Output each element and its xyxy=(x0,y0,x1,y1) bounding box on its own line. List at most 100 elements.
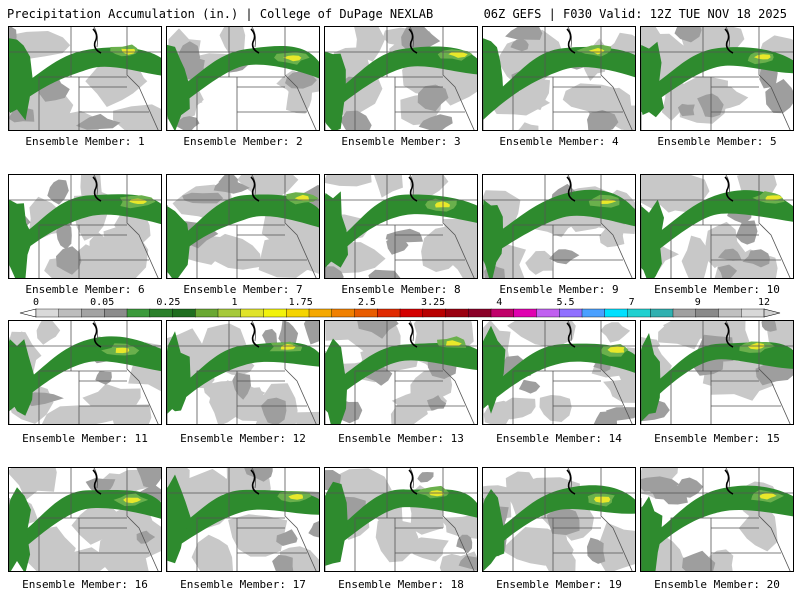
precip-map xyxy=(167,468,319,571)
precip-colorbar: 0 0.05 0.25 1 1.75 2.5 3.25 4 5.5 7 9 12 xyxy=(19,297,781,318)
ensemble-map-panel xyxy=(166,320,320,425)
precip-band xyxy=(483,46,635,121)
colorbar-segment xyxy=(422,308,447,318)
colorbar-segment xyxy=(399,308,424,318)
precip-band xyxy=(641,485,793,561)
precip-area-moderate xyxy=(717,264,738,278)
precip-max-core xyxy=(759,492,777,500)
precip-area-light xyxy=(646,175,707,213)
colorbar-tick-label: 9 xyxy=(695,297,701,308)
colorbar-segment xyxy=(718,308,742,318)
colorbar-tick-label: 0.25 xyxy=(156,297,180,308)
precip-area-coast xyxy=(483,38,504,112)
river-line xyxy=(566,176,576,202)
ensemble-member-label: Ensemble Member: 17 xyxy=(180,578,306,591)
colorbar-segment xyxy=(559,308,583,318)
precip-area-light xyxy=(539,395,572,422)
ensemble-map-panel xyxy=(8,320,162,425)
precip-max-core xyxy=(283,55,302,62)
ensemble-map-panel xyxy=(640,174,794,279)
colorbar-segment xyxy=(126,308,151,318)
ensemble-member-label: Ensemble Member: 14 xyxy=(496,432,622,445)
precip-area-moderate xyxy=(761,321,777,332)
river-line xyxy=(408,469,418,495)
precip-map xyxy=(641,175,793,278)
precip-map xyxy=(325,27,477,130)
precip-band xyxy=(325,194,477,269)
precip-area-coast xyxy=(167,206,190,278)
precip-area-coast xyxy=(325,51,346,130)
precip-area-moderate xyxy=(278,321,299,347)
colorbar-segment xyxy=(149,308,174,318)
precip-area-coast xyxy=(325,338,348,424)
precip-map xyxy=(167,321,319,424)
precip-area-coast xyxy=(483,489,505,571)
precip-area-light xyxy=(9,468,57,501)
precip-area-light xyxy=(258,227,311,278)
valid-time-title: 06Z GEFS | F030 Valid: 12Z TUE NOV 18 20… xyxy=(483,7,787,21)
precip-area-light xyxy=(374,175,403,198)
river-line xyxy=(250,322,260,348)
precip-area-moderate xyxy=(677,103,695,117)
precip-band xyxy=(325,489,477,556)
precip-area-moderate xyxy=(308,521,319,538)
precip-max-core xyxy=(754,54,771,60)
precip-map xyxy=(483,175,635,278)
ensemble-map-panel xyxy=(8,467,162,572)
precip-band xyxy=(325,46,477,118)
state-boundary xyxy=(512,370,545,424)
colorbar-tick-label: 5.5 xyxy=(556,297,574,308)
colorbar-tick-label: 7 xyxy=(629,297,635,308)
river-line xyxy=(566,469,576,495)
state-boundary xyxy=(126,321,159,424)
state-boundary xyxy=(758,321,791,424)
state-boundary xyxy=(284,175,317,278)
state-boundary xyxy=(512,517,545,571)
precip-area-moderate xyxy=(427,395,447,411)
precip-max-core xyxy=(765,195,783,201)
colorbar-tick-label: 0.05 xyxy=(90,297,114,308)
state-boundary xyxy=(284,27,317,130)
river-line xyxy=(724,28,734,54)
precip-area-light xyxy=(663,321,739,341)
precip-area-light xyxy=(501,527,574,566)
precip-band xyxy=(325,343,477,407)
precip-area-coast xyxy=(325,481,348,566)
colorbar-segment xyxy=(331,308,356,318)
state-boundary xyxy=(196,370,229,424)
precip-area-moderate xyxy=(587,110,619,130)
state-boundary xyxy=(600,27,633,130)
river-line xyxy=(408,28,418,54)
colorbar-segment xyxy=(536,308,560,318)
precip-area-moderate xyxy=(368,269,401,278)
river-line xyxy=(92,322,102,348)
ensemble-map-panel xyxy=(324,467,478,572)
precip-map xyxy=(483,27,635,130)
precip-area-light xyxy=(497,397,536,420)
precip-area-coast xyxy=(9,38,33,121)
ensemble-member-label: Ensemble Member: 4 xyxy=(499,135,619,148)
precip-area-moderate xyxy=(735,220,758,245)
colorbar-segment xyxy=(513,308,538,318)
state-boundary xyxy=(442,321,475,424)
precip-area-coast xyxy=(483,199,504,278)
precip-area-moderate xyxy=(75,113,121,130)
precip-area-moderate xyxy=(176,116,200,130)
state-boundary xyxy=(126,175,159,278)
precip-max-core xyxy=(588,48,605,55)
precip-area-light xyxy=(597,522,635,571)
precip-area-coast xyxy=(483,325,506,414)
ensemble-member-label: Ensemble Member: 3 xyxy=(341,135,461,148)
precip-area-moderate xyxy=(276,529,298,546)
precip-area-coast xyxy=(167,474,192,564)
precip-area-moderate xyxy=(549,249,580,265)
ensemble-member-label: Ensemble Member: 12 xyxy=(180,432,306,445)
river-line xyxy=(92,469,102,495)
colorbar-segment xyxy=(627,308,651,318)
precip-area-light xyxy=(191,534,233,571)
precip-band xyxy=(9,490,161,561)
river-line xyxy=(92,28,102,54)
precip-area-moderate xyxy=(682,550,716,571)
colorbar-segment xyxy=(604,308,629,318)
ensemble-member-label: Ensemble Member: 11 xyxy=(22,432,148,445)
